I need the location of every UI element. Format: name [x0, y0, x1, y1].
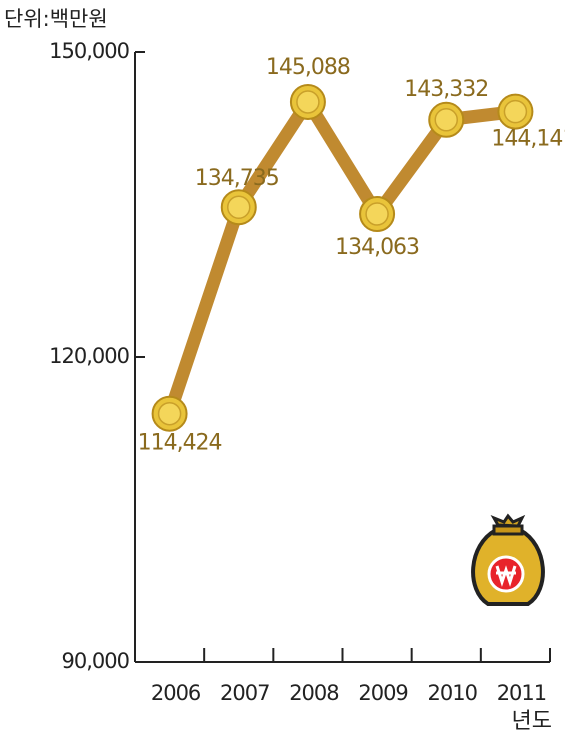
y-unit: 단위:백만원	[4, 7, 108, 31]
value-label: 145,088	[266, 55, 350, 80]
coin	[359, 196, 396, 233]
x-tick-label: 2007	[220, 681, 269, 705]
coin-ring	[434, 108, 458, 132]
value-label: 134,735	[195, 166, 279, 191]
coin	[289, 83, 326, 120]
x-tick-label: 2010	[428, 681, 477, 705]
coin-ring	[296, 90, 320, 114]
coin	[497, 93, 534, 130]
y-tick-label: 150,000	[49, 39, 129, 63]
value-label: 143,332	[404, 77, 488, 102]
coin	[220, 189, 257, 226]
coin	[151, 395, 188, 432]
coin-ring	[503, 99, 528, 124]
coin	[428, 101, 465, 138]
y-tick-label: 90,000	[62, 649, 129, 673]
x-tick-label: 2006	[151, 681, 201, 705]
value-label: 114,424	[138, 431, 222, 456]
coin-ring	[365, 202, 389, 226]
x-tick-label: 2008	[289, 681, 338, 705]
x-axis-label: 년도	[512, 709, 552, 734]
coin-ring	[227, 195, 251, 219]
value-label: 144,141	[491, 127, 565, 152]
money-bag-icon	[471, 513, 545, 606]
y-tick-label: 120,000	[49, 344, 129, 368]
value-label: 134,063	[335, 235, 419, 260]
x-tick-label: 2011	[497, 681, 546, 705]
x-tick-label: 2009	[358, 681, 407, 705]
coin-ring	[157, 401, 182, 426]
